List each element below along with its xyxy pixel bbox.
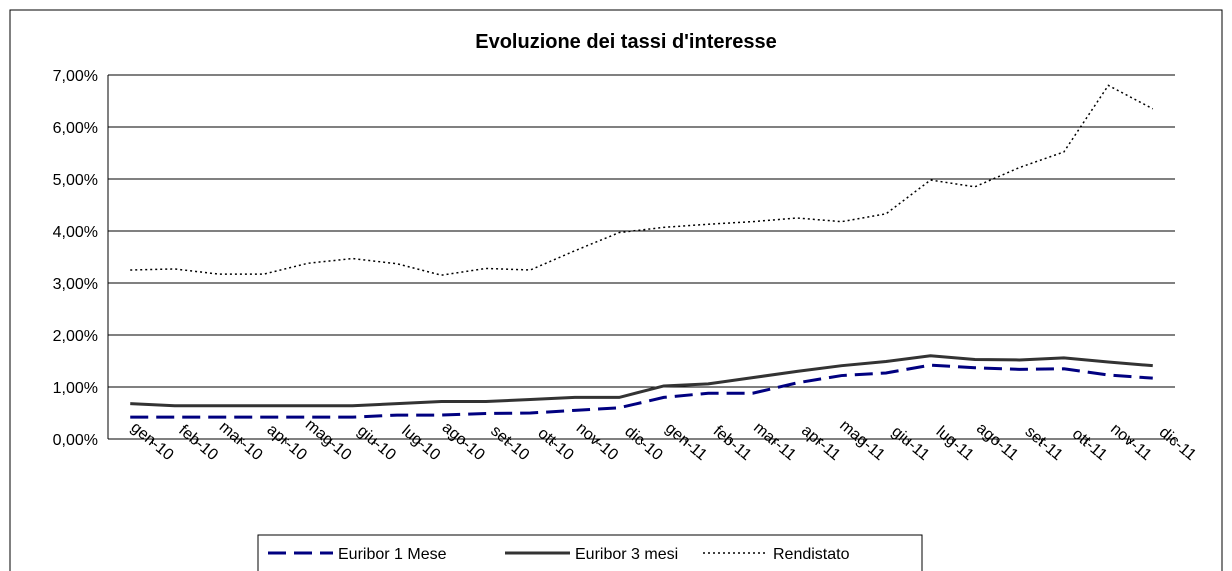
chart-title: Evoluzione dei tassi d'interesse: [475, 31, 777, 53]
y-tick-label: 2,00%: [53, 328, 98, 345]
y-tick-label: 3,00%: [53, 276, 98, 293]
y-tick-label: 0,00%: [53, 432, 98, 449]
y-tick-label: 5,00%: [53, 172, 98, 189]
y-tick-label: 1,00%: [53, 380, 98, 397]
legend-label: Rendistato: [773, 546, 850, 563]
chart-border: [9, 9, 1223, 571]
y-tick-label: 4,00%: [53, 224, 98, 241]
series-line: [130, 354, 1153, 408]
series-line: [130, 84, 1154, 276]
series-line: [130, 363, 1153, 419]
legend-box: [257, 534, 923, 571]
legend-label: Euribor 3 mesi: [575, 546, 678, 563]
legend-label: Euribor 1 Mese: [338, 546, 447, 563]
y-tick-label: 6,00%: [53, 120, 98, 137]
y-tick-label: 7,00%: [53, 68, 98, 85]
